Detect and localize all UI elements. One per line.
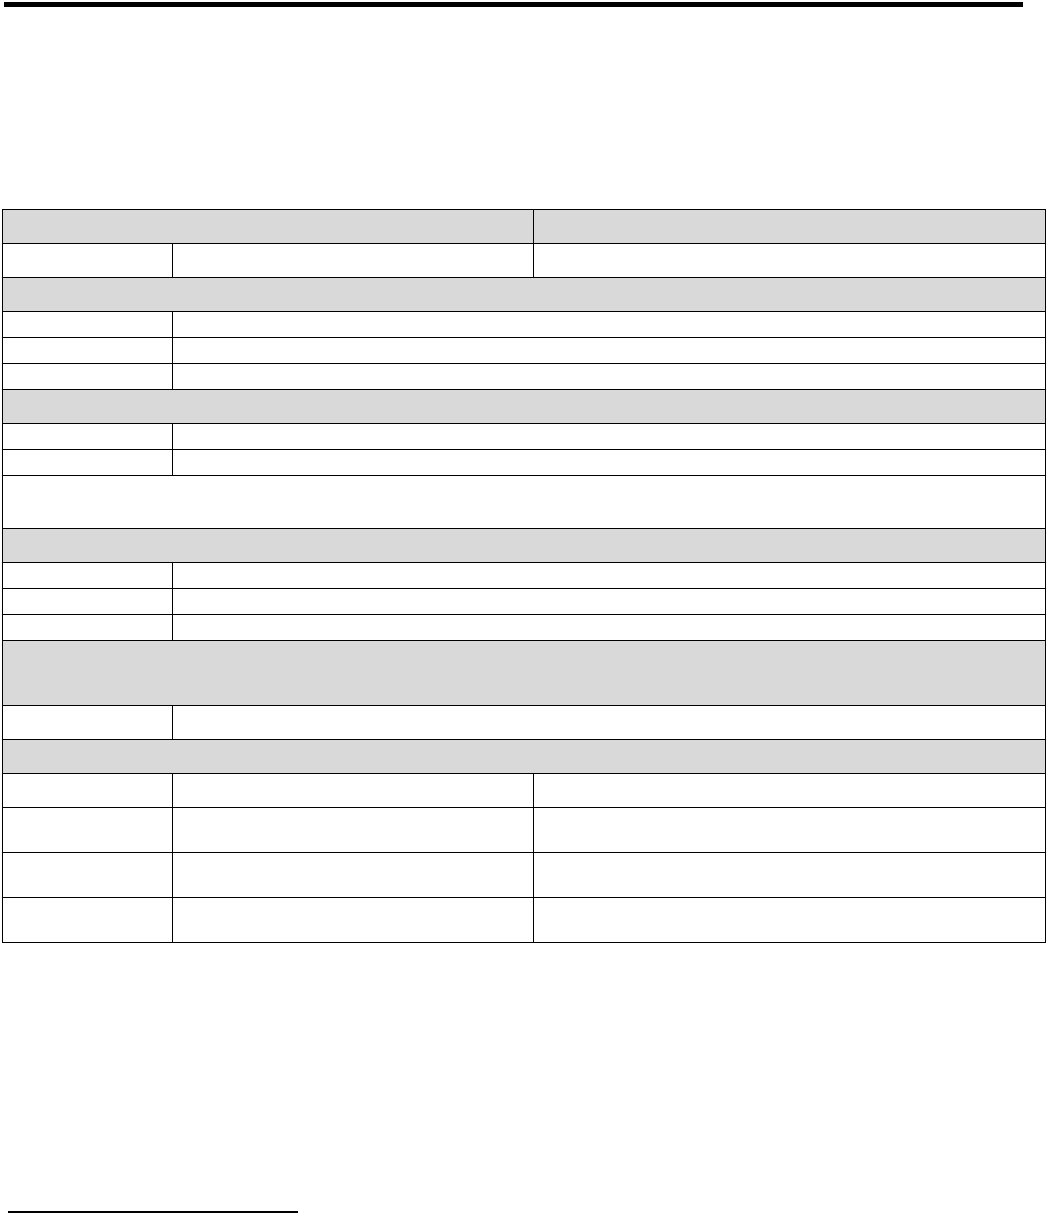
- table-row: [2, 852, 1046, 898]
- table-cell[interactable]: [172, 363, 1046, 390]
- table-cell[interactable]: [533, 243, 1046, 278]
- table-cell[interactable]: [533, 807, 1046, 853]
- table-cell[interactable]: [2, 243, 173, 278]
- table-row: [2, 528, 1046, 563]
- table-row: [2, 209, 1046, 244]
- table-cell[interactable]: [533, 897, 1046, 943]
- header-rule: [4, 2, 1023, 7]
- section-header-cell: [2, 739, 1046, 774]
- section-header-cell: [533, 209, 1046, 244]
- table-cell[interactable]: [2, 807, 173, 853]
- table-cell[interactable]: [172, 449, 1046, 476]
- table-cell[interactable]: [172, 614, 1046, 641]
- table-cell[interactable]: [172, 897, 534, 943]
- footnote-area: [0, 1140, 1056, 1215]
- form-table-body: [2, 209, 1046, 943]
- table-row: [2, 423, 1046, 450]
- table-cell[interactable]: [2, 337, 173, 364]
- table-cell[interactable]: [2, 449, 173, 476]
- table-cell[interactable]: [172, 311, 1046, 338]
- table-cell[interactable]: [172, 337, 1046, 364]
- form-table: [2, 209, 1046, 943]
- table-cell[interactable]: [2, 897, 173, 943]
- header-body: [0, 8, 1056, 208]
- table-cell[interactable]: [2, 852, 173, 898]
- table-cell[interactable]: [172, 562, 1046, 589]
- table-row: [2, 640, 1046, 706]
- table-cell[interactable]: [2, 562, 173, 589]
- table-row: [2, 389, 1046, 424]
- table-row: [2, 773, 1046, 808]
- table-cell[interactable]: [172, 243, 534, 278]
- table-cell[interactable]: [533, 773, 1046, 808]
- table-row: [2, 705, 1046, 740]
- table-cell[interactable]: [2, 705, 173, 740]
- table-row: [2, 337, 1046, 364]
- table-row: [2, 311, 1046, 338]
- table-cell[interactable]: [172, 852, 534, 898]
- form-table-container: [2, 209, 1046, 943]
- table-row: [2, 475, 1046, 529]
- table-row: [2, 363, 1046, 390]
- section-header-cell: [2, 277, 1046, 312]
- section-header-cell: [2, 528, 1046, 563]
- table-cell[interactable]: [2, 311, 173, 338]
- table-cell[interactable]: [2, 773, 173, 808]
- table-row: [2, 588, 1046, 615]
- table-cell[interactable]: [172, 705, 1046, 740]
- table-row: [2, 614, 1046, 641]
- table-cell[interactable]: [172, 423, 1046, 450]
- table-cell[interactable]: [172, 807, 534, 853]
- table-cell[interactable]: [2, 423, 173, 450]
- table-cell[interactable]: [172, 588, 1046, 615]
- section-header-cell: [2, 640, 1046, 706]
- table-row: [2, 277, 1046, 312]
- table-cell[interactable]: [172, 773, 534, 808]
- table-row: [2, 562, 1046, 589]
- table-row: [2, 243, 1046, 278]
- section-header-cell: [2, 209, 534, 244]
- section-header-cell: [2, 389, 1046, 424]
- table-cell[interactable]: [2, 588, 173, 615]
- table-cell[interactable]: [2, 614, 173, 641]
- table-row: [2, 897, 1046, 943]
- table-cell[interactable]: [2, 475, 1046, 529]
- table-cell[interactable]: [2, 363, 173, 390]
- table-row: [2, 807, 1046, 853]
- table-row: [2, 739, 1046, 774]
- footnote-separator-rule: [8, 1211, 298, 1213]
- table-row: [2, 449, 1046, 476]
- table-cell[interactable]: [533, 852, 1046, 898]
